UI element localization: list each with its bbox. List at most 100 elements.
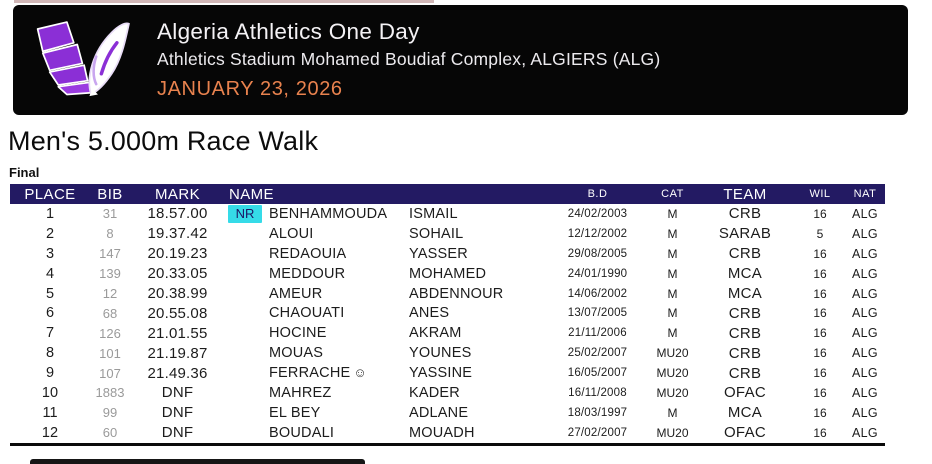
col-header-bib: BIB (97, 185, 123, 203)
mark-cell: 21.19.87 (147, 344, 208, 362)
first-name-cell: YOUNES (409, 345, 472, 362)
first-name-cell: YASSINE (409, 365, 473, 382)
bib-cell: 12 (102, 286, 118, 301)
last-name-cell: AMEUR (265, 286, 405, 302)
last-name-cell: FERRACHE ☺ (265, 365, 405, 381)
bib-cell: 68 (102, 305, 118, 321)
team-cell: CRB (728, 245, 762, 263)
mark-cell: 20.55.08 (147, 304, 208, 322)
place-cell: 8 (45, 345, 55, 362)
category-cell: MU20 (656, 385, 689, 400)
record-cell (225, 421, 265, 444)
nationality-cell: ALG (852, 385, 878, 400)
round-label: Final (9, 165, 40, 180)
last-name-cell: HOCINE (265, 325, 405, 341)
wil-cell: 16 (813, 326, 827, 341)
col-header-cat: CAT (661, 188, 684, 200)
nationality-cell: ALG (852, 206, 878, 221)
col-header-place: PLACE (24, 185, 76, 203)
birthdate-cell: 24/01/1990 (567, 267, 628, 280)
last-name-cell: ALOUI (265, 226, 405, 242)
nationality-cell: ALG (852, 425, 878, 440)
wil-cell: 16 (813, 306, 827, 321)
col-header-bd: B.D (587, 188, 608, 200)
category-cell: MU20 (656, 425, 689, 440)
cropped-top-element (14, 0, 434, 3)
category-cell: M (667, 306, 678, 321)
bib-cell: 126 (99, 325, 121, 341)
results-table: PLACE BIB MARK NAME B.D CAT TEAM WIL NAT… (10, 184, 885, 446)
category-cell: M (667, 286, 678, 301)
result-row: 12 60 DNF BOUDALI MOUADH 27/02/2007 MU20… (10, 423, 885, 443)
event-date: JANUARY 23, 2026 (157, 78, 343, 100)
table-body: 1 31 18.57.00 NR BENHAMMOUDA ISMAIL 24/0… (10, 204, 885, 443)
last-name: AMEUR (269, 285, 323, 302)
birthdate-cell: 25/02/2007 (567, 347, 628, 360)
category-cell: M (667, 226, 678, 241)
first-name-cell: SOHAIL (409, 225, 464, 242)
mark-cell: DNF (161, 384, 194, 402)
birthdate-cell: 16/05/2007 (567, 367, 628, 380)
result-row: 5 12 20.38.99 AMEUR ABDENNOUR 14/06/2002… (10, 284, 885, 304)
birthdate-cell: 24/02/2003 (567, 207, 628, 220)
record-cell: NR (225, 204, 265, 223)
place-cell: 10 (41, 384, 59, 401)
col-header-wil: WIL (809, 188, 831, 200)
team-cell: OFAC (723, 384, 767, 402)
first-name-cell: ABDENNOUR (409, 285, 504, 302)
bib-cell: 1883 (95, 385, 125, 401)
record-badge: NR (228, 204, 262, 223)
nationality-cell: ALG (852, 326, 878, 341)
place-cell: 1 (45, 205, 55, 222)
first-name-cell: ANES (409, 305, 450, 322)
last-name: REDAOUIA (269, 245, 347, 262)
result-row: 6 68 20.55.08 CHAOUATI ANES 13/07/2005 M… (10, 303, 885, 323)
last-name: FERRACHE (269, 365, 351, 382)
last-name-cell: BENHAMMOUDA (265, 206, 405, 222)
team-cell: SARAB (718, 225, 772, 243)
place-cell: 5 (45, 285, 55, 302)
wil-cell: 16 (813, 425, 827, 440)
category-cell: M (667, 405, 678, 420)
mark-cell: 20.19.23 (147, 245, 208, 263)
result-row: 11 99 DNF EL BEY ADLANE 18/03/1997 M MCA… (10, 403, 885, 423)
athlete-note-icon: ☺ (353, 365, 367, 381)
result-row: 3 147 20.19.23 REDAOUIA YASSER 29/08/200… (10, 244, 885, 264)
result-row: 2 8 19.37.42 ALOUI SOHAIL 12/12/2002 M S… (10, 224, 885, 244)
birthdate-cell: 12/12/2002 (567, 227, 628, 240)
category-cell: M (667, 246, 678, 261)
col-header-team: TEAM (723, 185, 767, 203)
category-cell: M (667, 206, 678, 221)
col-header-mark: MARK (155, 185, 200, 203)
birthdate-cell: 16/11/2008 (568, 386, 627, 399)
wil-cell: 16 (813, 266, 827, 281)
category-cell: M (667, 326, 678, 341)
team-cell: MCA (727, 404, 763, 422)
last-name-cell: CHAOUATI (265, 305, 405, 321)
last-name: MAHREZ (269, 384, 332, 401)
birthdate-cell: 21/11/2006 (568, 327, 627, 340)
col-header-name: NAME (229, 185, 274, 203)
team-cell: CRB (728, 324, 762, 342)
wil-cell: 16 (813, 286, 827, 301)
place-cell: 11 (42, 404, 58, 421)
event-venue: Athletics Stadium Mohamed Boudiaf Comple… (157, 49, 661, 69)
place-cell: 9 (45, 365, 55, 382)
result-row: 10 1883 DNF MAHREZ KADER 16/11/2008 MU20… (10, 383, 885, 403)
last-name-cell: MEDDOUR (265, 266, 405, 282)
place-cell: 2 (45, 225, 55, 242)
col-header-nat: NAT (853, 188, 877, 200)
result-row: 7 126 21.01.55 HOCINE AKRAM 21/11/2006 M… (10, 323, 885, 343)
nationality-cell: ALG (852, 346, 878, 361)
last-name: BENHAMMOUDA (269, 205, 388, 222)
place-cell: 4 (45, 265, 55, 282)
nationality-cell: ALG (852, 366, 878, 381)
mark-cell: 18.57.00 (147, 205, 208, 223)
place-cell: 3 (45, 245, 55, 262)
birthdate-cell: 13/07/2005 (567, 307, 628, 320)
team-cell: MCA (727, 285, 763, 302)
wil-cell: 16 (813, 346, 827, 361)
last-name-cell: EL BEY (265, 405, 405, 421)
result-row: 1 31 18.57.00 NR BENHAMMOUDA ISMAIL 24/0… (10, 204, 885, 224)
team-cell: CRB (728, 304, 762, 322)
